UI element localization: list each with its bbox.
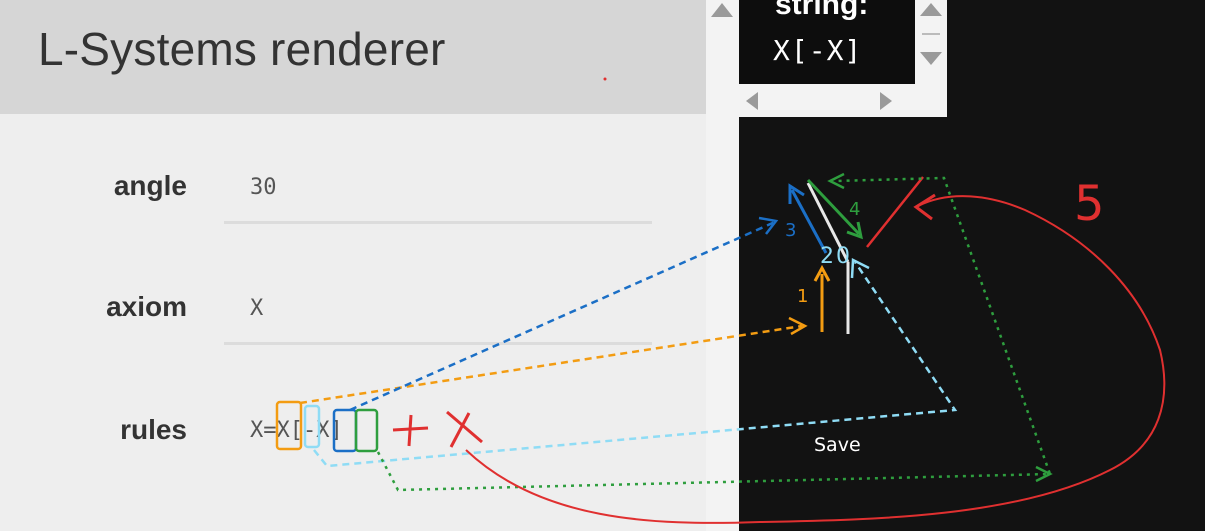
scroll-thumb[interactable]: [922, 33, 940, 35]
rules-label: rules: [120, 414, 187, 445]
string-vertical-scrollbar[interactable]: [915, 0, 947, 84]
triangle-up-icon[interactable]: [711, 3, 733, 17]
string-output-panel: [739, 0, 915, 84]
triangle-left-icon[interactable]: [746, 92, 758, 110]
angle-input[interactable]: [224, 166, 650, 208]
axiom-input-underline: [224, 342, 652, 345]
rules-input[interactable]: [224, 409, 650, 451]
string-output-label: string:: [775, 0, 869, 21]
header-bar: [0, 0, 706, 114]
save-annotation: Save: [814, 434, 861, 456]
page-scrollbar[interactable]: [706, 0, 739, 531]
axiom-input[interactable]: [224, 287, 650, 329]
triangle-down-icon[interactable]: [920, 52, 942, 65]
triangle-right-icon[interactable]: [880, 92, 892, 110]
angle-label: angle: [113, 170, 187, 201]
string-horizontal-scrollbar[interactable]: [739, 84, 947, 117]
string-output-value: X[-X]: [773, 34, 863, 67]
angle-input-underline: [224, 221, 652, 224]
axiom-label: axiom: [106, 291, 187, 322]
triangle-up-icon[interactable]: [920, 3, 942, 16]
app-title: L-Systems renderer: [38, 23, 446, 75]
